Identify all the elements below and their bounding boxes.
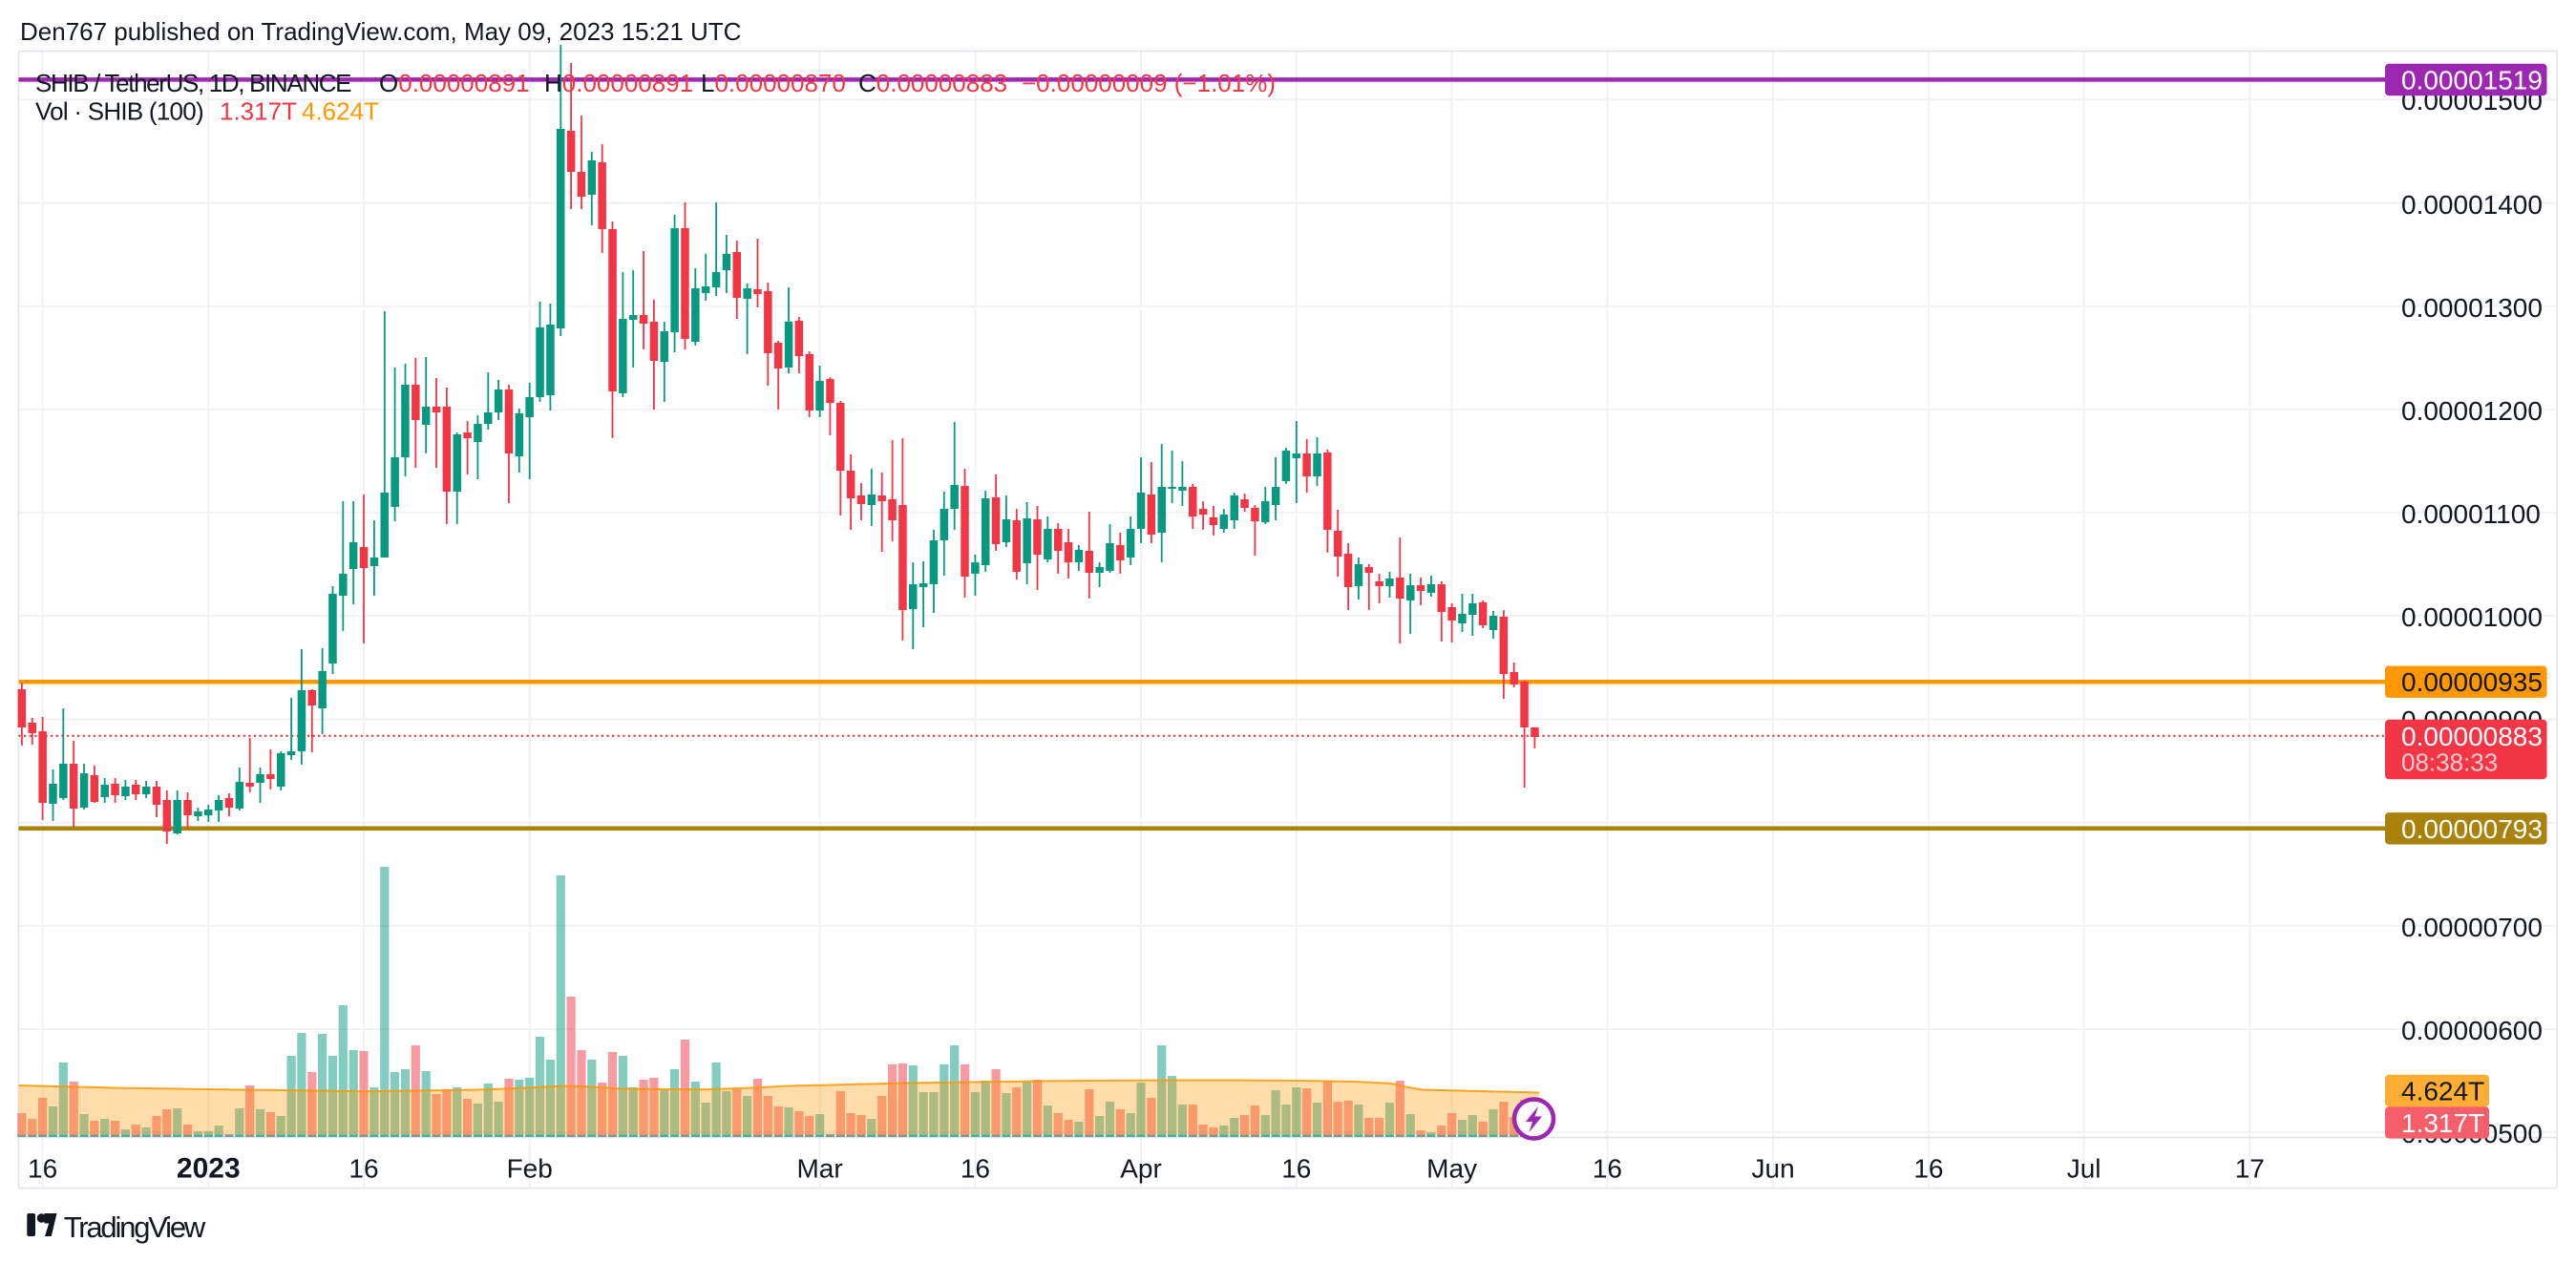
svg-text:−0.00000009 (−1.01%): −0.00000009 (−1.01%) [1022, 69, 1276, 97]
svg-text:C0.00000883: C0.00000883 [858, 69, 1007, 97]
svg-text:TradingView: TradingView [64, 1210, 206, 1244]
svg-text:Vol · SHIB (100): Vol · SHIB (100) [35, 97, 203, 126]
svg-text:L0.00000870: L0.00000870 [701, 69, 846, 97]
svg-text:Feb: Feb [507, 1154, 553, 1184]
svg-text:0.00001300: 0.00001300 [2401, 293, 2543, 323]
svg-text:Den767 published on TradingVie: Den767 published on TradingView.com, May… [20, 17, 741, 46]
svg-text:0.00001200: 0.00001200 [2401, 396, 2543, 426]
svg-text:0.00000793: 0.00000793 [2401, 814, 2543, 844]
svg-text:16: 16 [1281, 1154, 1311, 1184]
svg-text:16: 16 [1913, 1154, 1943, 1184]
svg-text:16: 16 [348, 1154, 378, 1184]
svg-text:16: 16 [961, 1154, 990, 1184]
svg-text:08:38:33: 08:38:33 [2401, 748, 2498, 777]
svg-text:Jul: Jul [2067, 1154, 2101, 1184]
svg-text:0.00001100: 0.00001100 [2401, 499, 2541, 529]
svg-text:16: 16 [1593, 1154, 1622, 1184]
svg-text:0.00001400: 0.00001400 [2401, 190, 2543, 220]
svg-text:SHIB / TetherUS, 1D, BINANCE: SHIB / TetherUS, 1D, BINANCE [35, 69, 351, 97]
svg-text:0.00000935: 0.00000935 [2401, 667, 2543, 697]
svg-text:H0.00000891: H0.00000891 [544, 69, 693, 97]
svg-text:17: 17 [2235, 1154, 2265, 1184]
svg-text:1.317T: 1.317T [2401, 1108, 2484, 1138]
svg-text:0.00000700: 0.00000700 [2401, 913, 2543, 942]
svg-text:0.00001519: 0.00001519 [2401, 66, 2543, 95]
svg-text:May: May [1426, 1154, 1477, 1184]
svg-text:16: 16 [28, 1154, 57, 1184]
svg-text:Mar: Mar [796, 1154, 842, 1184]
svg-text:Jun: Jun [1752, 1154, 1795, 1184]
svg-text:4.624T: 4.624T [302, 97, 379, 126]
svg-text:4.624T: 4.624T [2401, 1077, 2484, 1106]
svg-text:Apr: Apr [1120, 1154, 1162, 1184]
svg-text:O0.00000891: O0.00000891 [379, 69, 530, 97]
svg-text:2023: 2023 [177, 1153, 241, 1185]
svg-text:1.317T: 1.317T [220, 97, 297, 126]
svg-text:0.00000883: 0.00000883 [2401, 722, 2543, 751]
svg-text:0.00001000: 0.00001000 [2401, 602, 2543, 632]
svg-text:0.00000600: 0.00000600 [2401, 1016, 2543, 1045]
